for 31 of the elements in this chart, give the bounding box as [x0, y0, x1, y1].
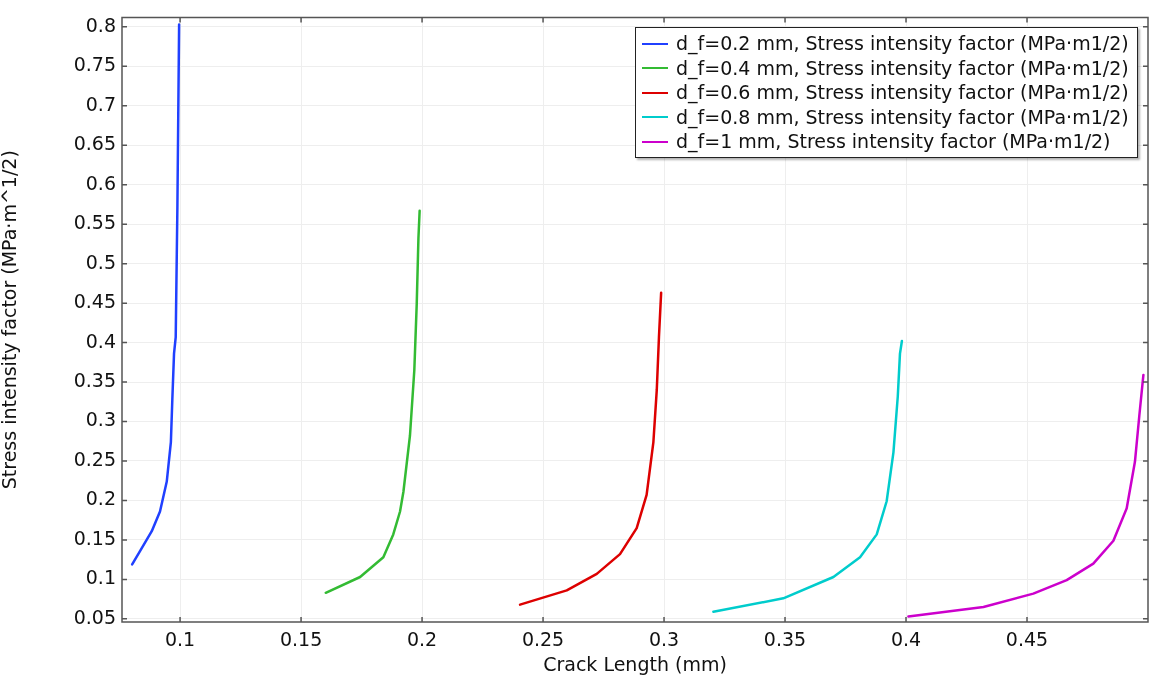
- y-tick-label: 0.45: [73, 290, 116, 313]
- x-tick-label: 0.1: [164, 628, 196, 651]
- y-tick-label: 0.15: [73, 526, 116, 549]
- y-axis-title: Stress intensity factor (MPa·m^1/2): [0, 150, 21, 490]
- y-tick-label: 0.5: [85, 250, 116, 273]
- x-tick-label: 0.35: [763, 628, 807, 651]
- y-tick-label: 0.3: [85, 408, 116, 431]
- x-tick-label: 0.4: [890, 628, 922, 651]
- x-axis-title: Crack Length (mm): [543, 652, 727, 675]
- legend-label: d_f=0.6 mm, Stress intensity factor (MPa·m1/2): [676, 80, 1129, 105]
- y-tick-label: 0.65: [73, 132, 116, 155]
- y-tick-label: 0.35: [73, 368, 116, 391]
- y-tick-label: 0.05: [73, 605, 116, 628]
- x-tick-label: 0.3: [648, 628, 680, 651]
- x-tick-label: 0.2: [406, 628, 438, 651]
- legend-label: d_f=1 mm, Stress intensity factor (MPa·m1/2): [676, 129, 1111, 154]
- y-tick-label: 0.6: [85, 171, 116, 194]
- y-tick-label: 0.75: [73, 53, 116, 76]
- x-tick-label: 0.25: [521, 628, 565, 651]
- x-tick-label: 0.15: [279, 628, 323, 651]
- legend-label: d_f=0.2 mm, Stress intensity factor (MPa·m1/2): [676, 31, 1129, 56]
- y-tick-label: 0.55: [73, 211, 116, 234]
- legend-label: d_f=0.8 mm, Stress intensity factor (MPa·m1/2): [676, 104, 1129, 130]
- y-tick-label: 0.7: [85, 92, 116, 115]
- y-tick-label: 0.2: [85, 487, 116, 510]
- legend-label: d_f=0.4 mm, Stress intensity factor (MPa·m1/2): [676, 55, 1129, 81]
- y-tick-label: 0.1: [85, 566, 116, 589]
- y-tick-label: 0.25: [73, 447, 116, 470]
- y-tick-label: 0.4: [85, 329, 116, 352]
- y-tick-label: 0.8: [85, 13, 116, 36]
- x-tick-label: 0.45: [1005, 628, 1049, 651]
